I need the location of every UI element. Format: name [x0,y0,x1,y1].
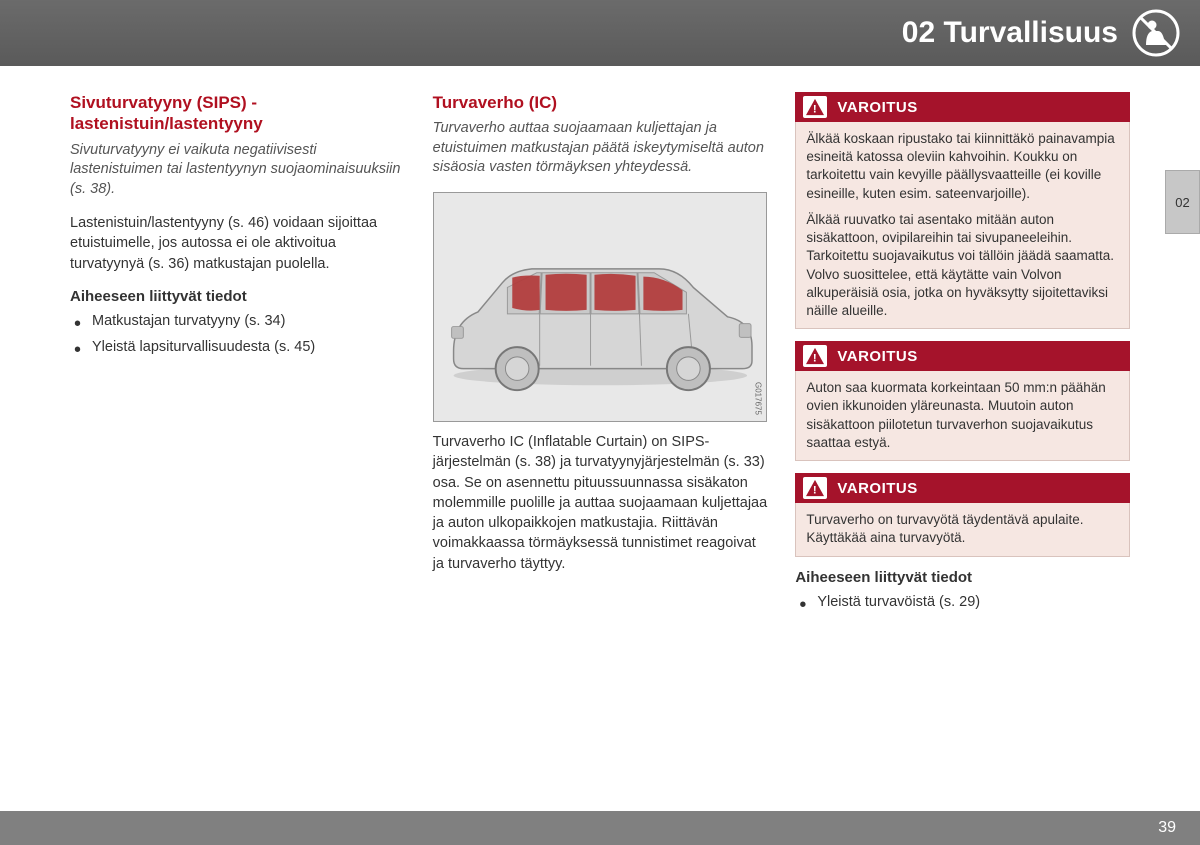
warning-body: Turvaverho on turvavyötä täydentävä apul… [795,503,1130,556]
warning-label: VAROITUS [837,480,917,497]
list-item: Matkustajan turvatyyny (s. 34) [70,311,405,333]
warning-body: Älkää koskaan ripustako tai kiinnittäkö … [795,122,1130,329]
related-info-heading: Aiheeseen liittyvät tiedot [795,569,1130,586]
section-intro: Sivuturvatyyny ei vaikuta negatiivisesti… [70,141,405,200]
body-paragraph: Lastenistuin/lastentyyny (s. 46) voidaan… [70,213,405,274]
warning-triangle-icon: ! [803,96,827,118]
warning-label: VAROITUS [837,348,917,365]
svg-text:!: ! [813,104,817,116]
svg-text:!: ! [813,353,817,365]
column-2: Turvaverho (IC) Turvaverho auttaa suojaa… [433,92,768,617]
page-number: 39 [1158,819,1176,837]
chapter-title: 02 Turvallisuus [902,16,1118,50]
page-content: Sivuturvatyyny (SIPS) - lastenistuin/las… [70,92,1130,617]
related-list: Matkustajan turvatyyny (s. 34) Yleistä l… [70,311,405,359]
child-seat-prohibited-icon [1132,9,1180,57]
warning-header: ! VAROITUS [795,92,1130,122]
warning-header: ! VAROITUS [795,341,1130,371]
chapter-side-tab: 02 [1165,170,1200,234]
figure-reference: G017675 [753,382,762,415]
related-list: Yleistä turvavöistä (s. 29) [795,592,1130,614]
warning-paragraph: Auton saa kuormata korkeintaan 50 mm:n p… [806,379,1119,452]
warning-box: ! VAROITUS Älkää koskaan ripustako tai k… [795,92,1130,329]
warning-paragraph: Älkää ruuvatko tai asentako mitään auton… [806,211,1119,320]
page-footer: 39 [0,811,1200,845]
column-1: Sivuturvatyyny (SIPS) - lastenistuin/las… [70,92,405,617]
warning-label: VAROITUS [837,99,917,116]
warning-header: ! VAROITUS [795,473,1130,503]
car-curtain-airbag-figure: G017675 [433,192,768,422]
warning-triangle-icon: ! [803,477,827,499]
list-item: Yleistä turvavöistä (s. 29) [795,592,1130,614]
related-info-heading: Aiheeseen liittyvät tiedot [70,288,405,305]
page-header: 02 Turvallisuus [0,0,1200,66]
body-paragraph: Turvaverho IC (Inflatable Curtain) on SI… [433,432,768,574]
warning-paragraph: Älkää koskaan ripustako tai kiinnittäkö … [806,130,1119,203]
warning-box: ! VAROITUS Turvaverho on turvavyötä täyd… [795,473,1130,556]
warning-triangle-icon: ! [803,345,827,367]
warning-paragraph: Turvaverho on turvavyötä täydentävä apul… [806,511,1119,547]
column-3: ! VAROITUS Älkää koskaan ripustako tai k… [795,92,1130,617]
section-title: Sivuturvatyyny (SIPS) - lastenistuin/las… [70,92,405,135]
list-item: Yleistä lapsiturvallisuudesta (s. 45) [70,337,405,359]
warning-box: ! VAROITUS Auton saa kuormata korkeintaa… [795,341,1130,461]
section-intro: Turvaverho auttaa suojaamaan kuljettajan… [433,119,768,178]
svg-text:!: ! [813,485,817,497]
section-title: Turvaverho (IC) [433,92,768,113]
warning-body: Auton saa kuormata korkeintaan 50 mm:n p… [795,371,1130,461]
